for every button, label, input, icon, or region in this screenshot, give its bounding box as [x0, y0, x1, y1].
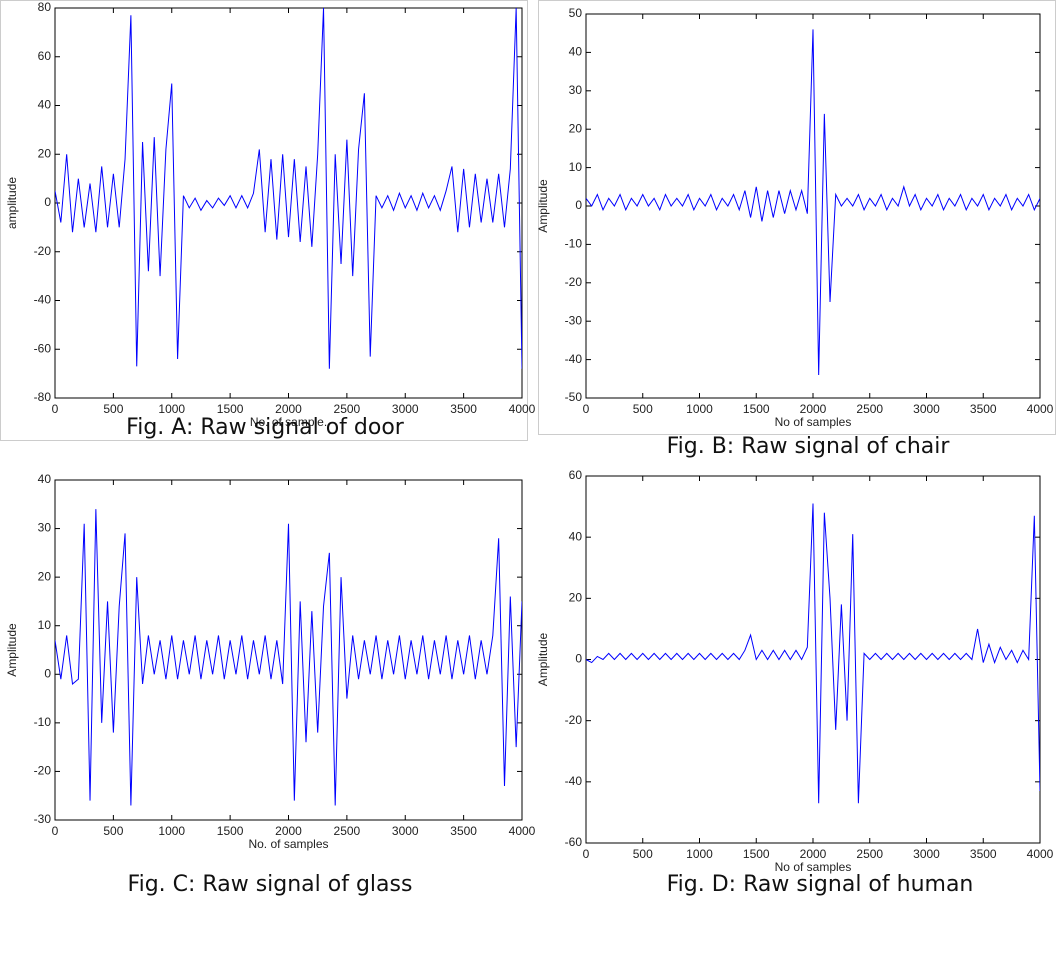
x-tick-label: 3500 — [450, 824, 477, 838]
x-tick-label: 2000 — [275, 824, 302, 838]
x-tick-label: 2500 — [856, 847, 883, 861]
y-tick-label: 20 — [569, 591, 583, 605]
y-axis-label: Amplitude — [536, 633, 550, 687]
y-tick-label: 40 — [38, 98, 52, 112]
y-axis-label: Amplitude — [536, 179, 550, 233]
y-tick-label: -40 — [34, 293, 52, 307]
x-tick-label: 1000 — [686, 402, 713, 416]
y-tick-label: 50 — [569, 6, 583, 20]
x-tick-label: 1500 — [743, 847, 770, 861]
y-tick-label: -20 — [34, 244, 52, 258]
y-tick-label: -10 — [34, 715, 52, 729]
x-axis-label: No of samples — [775, 415, 852, 429]
y-tick-label: -60 — [34, 341, 52, 355]
y-tick-label: 20 — [38, 569, 52, 583]
y-tick-label: -30 — [565, 313, 583, 327]
x-tick-label: 4000 — [1027, 847, 1054, 861]
y-tick-label: -80 — [34, 390, 52, 404]
x-tick-label: 500 — [103, 824, 123, 838]
x-axis-label: No. of sample. — [250, 415, 327, 429]
y-tick-label: 0 — [575, 198, 582, 212]
plot-area — [585, 475, 1041, 844]
y-tick-label: 60 — [38, 49, 52, 63]
x-tick-label: 1000 — [158, 824, 185, 838]
x-tick-label: 2500 — [856, 402, 883, 416]
x-tick-label: 2500 — [334, 402, 361, 416]
plot-area — [54, 7, 523, 399]
y-tick-label: 40 — [38, 472, 52, 486]
plot-area — [585, 13, 1041, 399]
caption: Fig. D: Raw signal of human — [667, 872, 974, 897]
y-tick-label: -20 — [565, 275, 583, 289]
x-tick-label: 500 — [633, 847, 653, 861]
x-tick-label: 0 — [52, 402, 59, 416]
y-tick-label: -20 — [565, 713, 583, 727]
signal-line — [55, 8, 522, 369]
x-tick-label: 3500 — [970, 847, 997, 861]
x-axis-label: No of samples — [775, 860, 852, 874]
y-tick-label: 40 — [569, 45, 583, 59]
y-tick-label: 30 — [38, 521, 52, 535]
x-tick-label: 2000 — [800, 402, 827, 416]
y-tick-label: -40 — [565, 352, 583, 366]
x-tick-label: 1500 — [217, 824, 244, 838]
y-tick-label: 20 — [38, 146, 52, 160]
x-tick-label: 500 — [103, 402, 123, 416]
y-tick-label: 10 — [38, 618, 52, 632]
signal-line — [586, 29, 1040, 375]
y-tick-label: -50 — [565, 390, 583, 404]
y-tick-label: 10 — [569, 160, 583, 174]
signal-line — [586, 503, 1040, 804]
caption: Fig. A: Raw signal of door — [126, 415, 405, 440]
caption: Fig. B: Raw signal of chair — [667, 434, 951, 459]
x-tick-label: 3000 — [913, 402, 940, 416]
y-axis-label: amplitude — [5, 177, 19, 229]
x-tick-label: 4000 — [1027, 402, 1054, 416]
x-tick-label: 1500 — [217, 402, 244, 416]
x-tick-label: 0 — [52, 824, 59, 838]
y-tick-label: -20 — [34, 764, 52, 778]
x-tick-label: 4000 — [509, 824, 536, 838]
x-tick-label: 500 — [633, 402, 653, 416]
y-tick-label: 60 — [569, 468, 583, 482]
y-tick-label: -10 — [565, 237, 583, 251]
signal-line — [55, 509, 522, 806]
x-tick-label: 3000 — [392, 402, 419, 416]
x-tick-label: 1000 — [158, 402, 185, 416]
y-tick-label: -40 — [565, 774, 583, 788]
x-tick-label: 1500 — [743, 402, 770, 416]
x-tick-label: 2000 — [800, 847, 827, 861]
y-tick-label: 0 — [575, 652, 582, 666]
x-tick-label: 3500 — [450, 402, 477, 416]
y-tick-label: -60 — [565, 835, 583, 849]
x-tick-label: 2000 — [275, 402, 302, 416]
panel-border — [0, 0, 528, 441]
caption: Fig. C: Raw signal of glass — [128, 872, 413, 897]
x-tick-label: 0 — [583, 402, 590, 416]
y-tick-label: -30 — [34, 812, 52, 826]
x-tick-label: 1000 — [686, 847, 713, 861]
x-tick-label: 0 — [583, 847, 590, 861]
y-tick-label: 40 — [569, 529, 583, 543]
y-tick-label: 0 — [44, 666, 51, 680]
y-tick-label: 30 — [569, 83, 583, 97]
x-tick-label: 3000 — [392, 824, 419, 838]
y-tick-label: 80 — [38, 0, 52, 14]
x-axis-label: No. of samples — [248, 837, 328, 851]
y-axis-label: Amplitude — [5, 623, 19, 677]
y-tick-label: 20 — [569, 121, 583, 135]
y-tick-label: 0 — [44, 195, 51, 209]
x-tick-label: 4000 — [509, 402, 536, 416]
x-tick-label: 2500 — [334, 824, 361, 838]
x-tick-label: 3500 — [970, 402, 997, 416]
x-tick-label: 3000 — [913, 847, 940, 861]
